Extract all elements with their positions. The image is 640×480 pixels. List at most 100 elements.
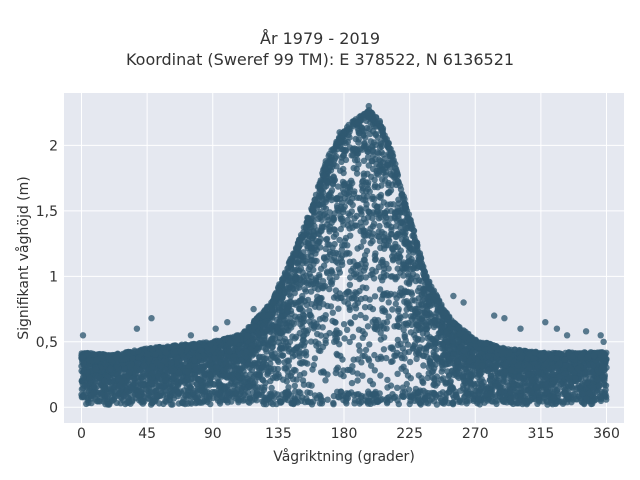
data-point xyxy=(349,201,356,209)
data-point xyxy=(394,322,401,329)
data-points xyxy=(78,102,610,408)
data-point xyxy=(390,255,397,263)
data-point xyxy=(465,369,473,377)
data-point xyxy=(385,189,392,196)
data-point xyxy=(389,306,396,313)
data-point xyxy=(369,157,376,165)
data-point xyxy=(296,348,304,356)
data-point xyxy=(373,208,381,215)
data-point xyxy=(242,371,249,379)
data-point xyxy=(252,378,259,386)
data-point xyxy=(298,341,305,348)
data-point xyxy=(211,354,218,362)
data-point xyxy=(457,387,464,394)
data-point xyxy=(276,319,283,326)
data-point xyxy=(359,334,366,341)
data-point xyxy=(344,300,352,308)
data-point xyxy=(237,357,245,364)
data-point xyxy=(435,314,443,321)
data-point xyxy=(457,364,464,372)
data-point xyxy=(382,168,390,175)
data-point xyxy=(339,208,347,216)
data-point xyxy=(268,384,275,392)
data-point xyxy=(285,348,292,355)
data-point xyxy=(284,357,291,364)
data-point xyxy=(369,266,376,274)
data-point xyxy=(377,329,384,337)
data-point xyxy=(330,233,338,240)
data-point xyxy=(402,368,409,375)
data-point xyxy=(352,305,360,312)
data-point xyxy=(302,258,309,265)
data-point xyxy=(387,382,395,389)
data-point xyxy=(84,369,91,376)
data-point xyxy=(387,215,394,222)
data-point xyxy=(371,176,378,183)
data-point xyxy=(357,243,365,250)
data-point xyxy=(329,317,336,325)
data-point xyxy=(311,212,318,219)
data-point xyxy=(420,362,427,369)
data-point xyxy=(278,344,286,352)
data-point xyxy=(350,356,357,363)
data-point xyxy=(484,367,492,374)
data-point xyxy=(398,218,406,225)
data-point xyxy=(314,330,321,338)
data-point xyxy=(318,194,326,202)
data-point xyxy=(362,205,370,212)
data-point xyxy=(316,273,323,281)
data-point xyxy=(297,305,304,312)
data-point xyxy=(354,370,361,377)
data-point xyxy=(256,353,263,360)
data-point xyxy=(378,182,385,189)
data-point xyxy=(275,339,282,346)
data-point xyxy=(351,145,358,152)
data-point xyxy=(448,355,456,362)
data-point xyxy=(354,262,362,269)
data-point xyxy=(387,201,394,208)
data-point xyxy=(267,338,274,345)
data-point xyxy=(349,179,356,187)
data-point xyxy=(318,227,325,234)
data-point xyxy=(307,263,314,271)
data-point xyxy=(346,366,353,374)
data-point xyxy=(329,244,336,251)
data-point xyxy=(345,191,353,199)
data-point xyxy=(259,344,267,351)
data-point xyxy=(366,341,373,348)
data-point xyxy=(534,364,541,371)
data-point xyxy=(422,287,429,294)
data-point xyxy=(589,371,596,378)
data-point xyxy=(329,181,337,188)
data-point xyxy=(92,366,100,373)
data-point xyxy=(517,385,524,392)
data-point xyxy=(394,336,401,344)
data-point xyxy=(362,187,370,195)
data-point xyxy=(369,238,376,245)
data-point xyxy=(268,344,276,351)
data-point xyxy=(366,130,374,138)
data-point xyxy=(357,311,364,319)
data-point xyxy=(267,377,274,385)
data-point xyxy=(361,304,369,311)
data-point xyxy=(364,193,371,200)
data-point xyxy=(411,341,419,348)
data-point xyxy=(284,373,292,380)
data-point xyxy=(410,312,417,320)
data-point xyxy=(368,362,375,369)
data-point xyxy=(385,313,392,320)
data-point xyxy=(392,352,399,359)
chart-title-line-1: År 1979 - 2019 xyxy=(260,29,380,48)
data-point xyxy=(304,239,311,247)
data-point xyxy=(404,341,412,348)
data-point xyxy=(485,359,492,367)
data-point xyxy=(351,157,359,164)
data-point xyxy=(391,210,399,217)
data-point xyxy=(394,384,401,391)
data-point xyxy=(358,359,365,366)
data-point xyxy=(309,366,316,373)
data-point xyxy=(376,286,384,293)
data-point xyxy=(376,222,383,230)
data-point xyxy=(377,372,384,379)
data-point xyxy=(275,358,282,365)
